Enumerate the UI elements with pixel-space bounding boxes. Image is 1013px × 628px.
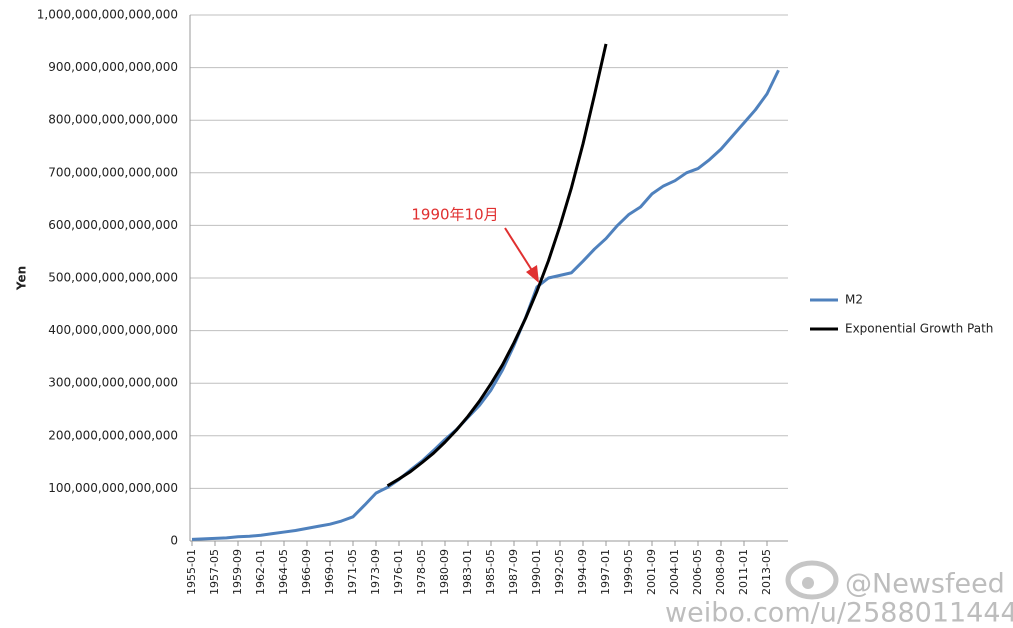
y-tick-label: 1,000,000,000,000,000 [37, 8, 178, 22]
y-tick-label: 100,000,000,000,000 [48, 481, 178, 495]
x-tick-label: 2004-01 [668, 549, 681, 595]
x-tick-label: 1994-09 [576, 549, 589, 595]
watermark-logo-eye [802, 577, 814, 589]
x-tick-label: 1983-01 [461, 549, 474, 595]
legend-label: M2 [845, 293, 863, 307]
x-tick-label: 1973-09 [369, 549, 382, 595]
x-tick-label: 1999-05 [622, 549, 635, 595]
x-tick-label: 1955-01 [185, 549, 198, 595]
y-tick-label: 600,000,000,000,000 [48, 218, 178, 232]
x-tick-label: 2008-09 [714, 549, 727, 595]
y-tick-label: 700,000,000,000,000 [48, 165, 178, 179]
x-tick-label: 1971-05 [346, 549, 359, 595]
x-tick-label: 1959-09 [231, 549, 244, 595]
x-tick-label: 2006-05 [691, 549, 704, 595]
x-tick-label: 1990-01 [530, 549, 543, 595]
annotation-arrow [504, 227, 534, 273]
annotation: 1990年10月 [411, 206, 498, 224]
x-tick-label: 1987-09 [507, 549, 520, 595]
y-axis-label: Yen [15, 266, 29, 291]
x-tick-label: 1969-01 [323, 549, 336, 595]
legend-label: Exponential Growth Path [845, 322, 993, 336]
x-tick-label: 2013-05 [760, 549, 773, 595]
watermark-handle: @Newsfeed [845, 569, 1005, 600]
x-tick-label: 2011-01 [737, 549, 750, 595]
x-tick-label: 2001-09 [645, 549, 658, 595]
annotation-arrowhead [526, 265, 539, 283]
x-tick-label: 1957-05 [208, 549, 221, 595]
y-tick-label: 300,000,000,000,000 [48, 376, 178, 390]
x-tick-label: 1976-01 [392, 549, 405, 595]
watermark-url: weibo.com/u/2588011444 [665, 598, 1013, 628]
y-tick-label: 800,000,000,000,000 [48, 113, 178, 127]
x-tick-label: 1964-05 [277, 549, 290, 595]
x-tick-label: 1997-01 [599, 549, 612, 595]
series-line [191, 69, 780, 541]
watermark: @Newsfeed weibo.com/u/2588011444 [665, 560, 1013, 628]
y-tick-label: 400,000,000,000,000 [48, 323, 178, 337]
x-tick-label: 1992-05 [553, 549, 566, 595]
series-line [386, 43, 608, 488]
x-tick-label: 1985-05 [484, 549, 497, 595]
y-tick-label: 0 [170, 534, 178, 548]
watermark-logo [785, 560, 839, 600]
y-tick-label: 900,000,000,000,000 [48, 60, 178, 74]
x-tick-label: 1980-09 [438, 549, 451, 595]
x-tick-label: 1962-01 [254, 549, 267, 595]
y-tick-label: 200,000,000,000,000 [48, 428, 178, 442]
x-tick-label: 1966-09 [300, 549, 313, 595]
x-tick-label: 1978-05 [415, 549, 428, 595]
y-tick-label: 500,000,000,000,000 [48, 271, 178, 285]
